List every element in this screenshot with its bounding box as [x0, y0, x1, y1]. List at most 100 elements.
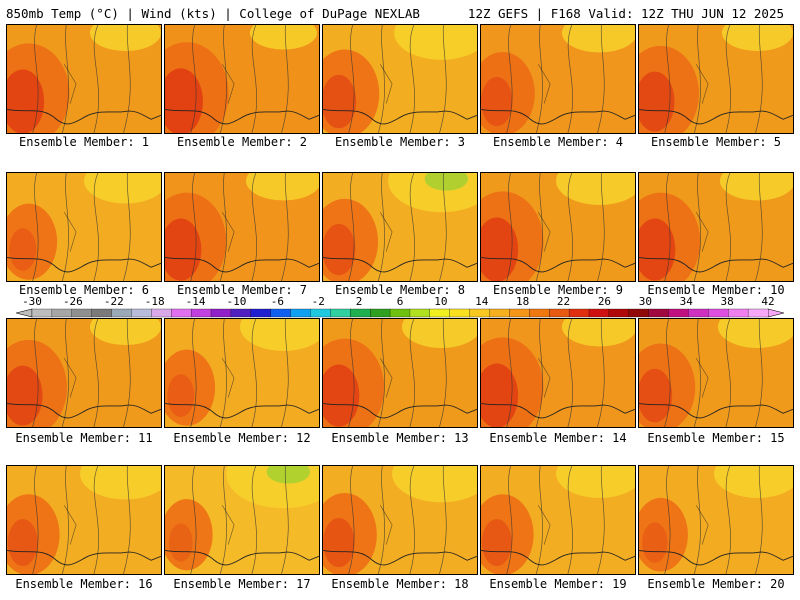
ensemble-member-map	[638, 24, 794, 134]
cool-region	[719, 173, 793, 201]
ensemble-member-caption: Ensemble Member: 8	[334, 283, 466, 297]
ensemble-member-map	[480, 172, 636, 282]
colorbar-swatch	[71, 308, 93, 318]
temperature-field-map	[323, 319, 477, 427]
ensemble-member-caption: Ensemble Member: 13	[331, 431, 469, 445]
colorbar-right-arrow	[767, 308, 785, 318]
ensemble-member-caption: Ensemble Member: 1	[18, 135, 150, 149]
temperature-field-map	[639, 466, 793, 574]
ensemble-member-map	[164, 172, 320, 282]
map-title: 850mb Temp (°C) | Wind (kts) | College o…	[6, 6, 420, 21]
ensemble-member-map	[480, 24, 636, 134]
colorbar-swatch	[270, 308, 291, 318]
colorbar-tick-label: 38	[720, 295, 733, 308]
coastline	[323, 257, 477, 273]
hot-region	[7, 365, 43, 426]
ensemble-member-caption: Ensemble Member: 15	[647, 431, 785, 445]
ensemble-member-map	[322, 24, 478, 134]
ensemble-member-caption: Ensemble Member: 2	[176, 135, 308, 149]
colorbar-swatch	[111, 308, 132, 318]
temperature-field-map	[323, 466, 477, 574]
cool-region	[561, 319, 635, 347]
colorbar-swatch	[290, 308, 311, 318]
colorbar-swatch	[728, 308, 749, 318]
temperature-field-map	[639, 319, 793, 427]
hot-region	[481, 363, 519, 427]
coastline	[481, 257, 635, 273]
colorbar-swatch	[628, 308, 649, 318]
cool-region	[80, 466, 161, 500]
ensemble-member-caption: Ensemble Member: 6	[18, 283, 150, 297]
colorbar-swatch	[529, 308, 550, 318]
colorbar-swatch	[588, 308, 610, 318]
colorbar-swatch	[91, 308, 112, 318]
colorbar-tick-label: 6	[397, 295, 404, 308]
ensemble-member-map	[6, 318, 162, 428]
colorbar-swatch	[469, 308, 490, 318]
coastline	[639, 403, 793, 419]
colorbar-tick-label: -26	[63, 295, 83, 308]
colorbar-swatch	[310, 308, 331, 318]
colorbar-tick-label: -2	[312, 295, 325, 308]
colorbar-tick-label: 22	[557, 295, 570, 308]
coastline	[165, 257, 319, 273]
ensemble-member-map	[480, 465, 636, 575]
hot-region	[639, 368, 673, 423]
temperature-field-map	[639, 25, 793, 133]
cool-region	[721, 25, 793, 52]
hot-region	[9, 228, 37, 271]
cool-region	[249, 25, 318, 50]
hot-region	[481, 217, 519, 281]
temperature-colorbar: -30 -26 -22 -18 -14 -10 -6 -2 2 6 10 14 18 22 26 30 34 38…	[15, 295, 785, 318]
colorbar-tick-label: 18	[516, 295, 529, 308]
hot-region	[323, 223, 356, 276]
coastline	[639, 109, 793, 125]
ensemble-member-map	[164, 465, 320, 575]
coastline	[7, 403, 161, 419]
cool-region	[240, 319, 319, 351]
colorbar-swatch	[230, 308, 252, 318]
coastline	[165, 403, 319, 419]
colorbar-swatch	[747, 308, 769, 318]
ensemble-member-map	[638, 172, 794, 282]
cool-region	[392, 466, 477, 503]
colorbar-swatch	[370, 308, 391, 318]
temperature-field-map	[165, 173, 319, 281]
cool-region	[714, 466, 793, 498]
coastline	[639, 550, 793, 566]
hot-region	[167, 374, 195, 417]
coastline	[481, 403, 635, 419]
ensemble-member-caption: Ensemble Member: 18	[331, 577, 469, 591]
coastline	[7, 109, 161, 125]
colorbar-swatch	[151, 308, 172, 318]
colorbar-swatch	[549, 308, 570, 318]
ensemble-member-map	[638, 465, 794, 575]
colorbar-tick-label: 14	[475, 295, 489, 308]
ensemble-member-caption: Ensemble Member: 11	[15, 431, 153, 445]
model-valid-time: 12Z GEFS | F168 Valid: 12Z THU JUN 12 20…	[467, 6, 784, 21]
cool-region	[556, 173, 635, 205]
coastline	[7, 550, 161, 566]
coastline	[323, 550, 477, 566]
colorbar-swatch	[210, 308, 232, 318]
ensemble-member-map	[638, 318, 794, 428]
colorbar-tick-label: -14	[186, 295, 206, 308]
ensemble-member-map	[6, 172, 162, 282]
colorbar-swatch	[509, 308, 530, 318]
colorbar-swatch	[330, 308, 351, 318]
colorbar-tick-label: -30	[22, 295, 42, 308]
hot-region	[168, 523, 193, 562]
cool-region	[561, 25, 635, 53]
ensemble-member-caption: Ensemble Member: 12	[173, 431, 311, 445]
ensemble-member-caption: Ensemble Member: 19	[489, 577, 627, 591]
hot-region	[165, 68, 203, 133]
temperature-field-map	[165, 319, 319, 427]
temperature-field-map	[481, 319, 635, 427]
colorbar-swatch	[688, 308, 709, 318]
colorbar-tick-label: 34	[680, 295, 694, 308]
hot-region	[481, 77, 513, 127]
temperature-field-map	[165, 25, 319, 133]
colorbar-tick-label: 42	[761, 295, 774, 308]
colorbar-tick-label: 10	[434, 295, 447, 308]
hot-region	[323, 364, 360, 427]
